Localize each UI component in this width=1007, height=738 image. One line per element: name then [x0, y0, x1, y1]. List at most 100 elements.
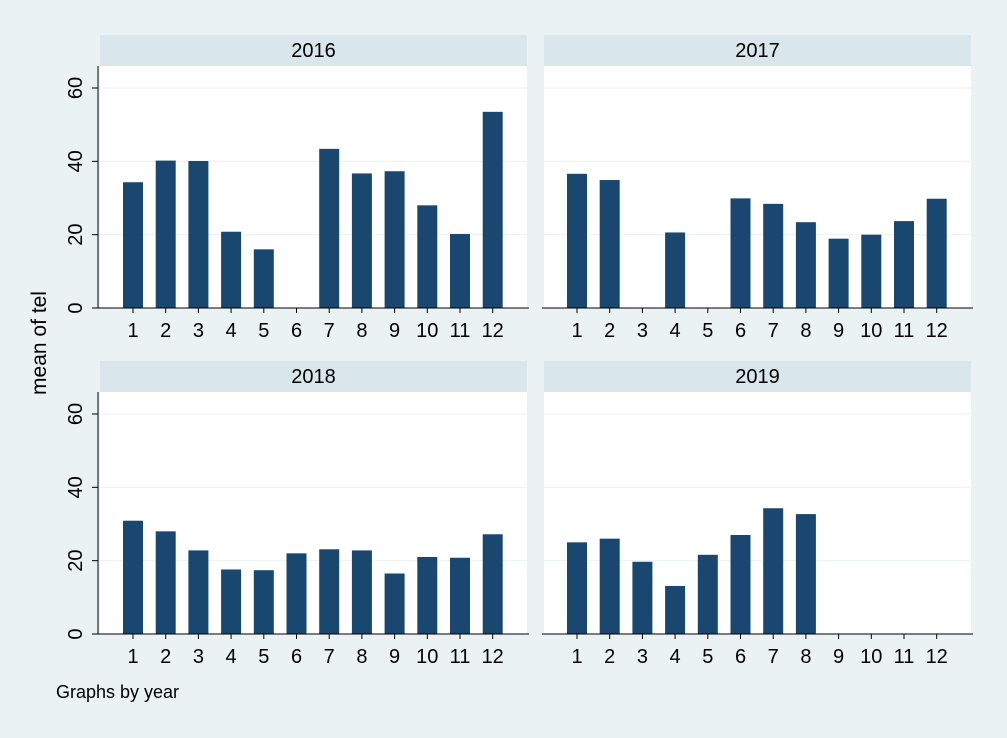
bar-2017-1 [567, 173, 587, 308]
x-tick-label-2017-8: 8 [800, 320, 811, 342]
panel-title-2019: 2019 [735, 366, 780, 388]
graph-note: Graphs by year [56, 682, 179, 702]
bar-2017-11 [894, 221, 914, 308]
bar-2019-2 [599, 538, 620, 634]
x-tick-label-2018-8: 8 [356, 646, 367, 668]
x-tick-label-2018-4: 4 [226, 646, 237, 668]
x-tick-label-2016-12: 12 [482, 320, 504, 342]
y-tick-label-2018-0: 0 [65, 628, 87, 639]
bar-2018-9 [384, 573, 405, 634]
x-tick-label-2019-10: 10 [860, 646, 882, 668]
panel-strip-2019 [544, 361, 971, 392]
bar-2017-7 [763, 203, 784, 308]
bar-2016-12 [482, 111, 503, 308]
bar-2016-4 [221, 231, 242, 308]
bar-2018-10 [417, 557, 438, 634]
y-axis-title: mean of tel [28, 291, 51, 395]
x-tick-label-2016-7: 7 [324, 320, 335, 342]
x-tick-label-2017-7: 7 [768, 320, 779, 342]
x-tick-label-2016-6: 6 [291, 320, 302, 342]
bar-2018-8 [351, 550, 372, 634]
x-tick-label-2016-3: 3 [193, 320, 204, 342]
x-tick-label-2016-2: 2 [160, 320, 171, 342]
bar-2017-8 [795, 222, 816, 308]
bar-2018-7 [319, 549, 340, 634]
x-tick-label-2018-7: 7 [324, 646, 335, 668]
y-tick-label-2016-0: 0 [65, 302, 87, 313]
x-tick-label-2018-12: 12 [482, 646, 504, 668]
bar-2016-2 [155, 160, 176, 308]
bar-2016-7 [319, 148, 340, 308]
x-tick-label-2018-6: 6 [291, 646, 302, 668]
x-tick-label-2016-5: 5 [258, 320, 269, 342]
y-tick-label-2018-60: 60 [65, 403, 87, 425]
panel-strip-2016 [100, 35, 527, 66]
y-tick-label-2018-40: 40 [65, 476, 87, 498]
bar-2018-11 [450, 557, 470, 634]
x-tick-label-2016-4: 4 [226, 320, 237, 342]
bar-2018-3 [188, 550, 209, 634]
y-tick-label-2016-40: 40 [65, 150, 87, 172]
x-tick-label-2017-9: 9 [833, 320, 844, 342]
x-tick-label-2018-11: 11 [450, 646, 471, 668]
x-tick-label-2017-4: 4 [670, 320, 681, 342]
x-tick-label-2019-1: 1 [571, 646, 582, 668]
x-tick-label-2019-6: 6 [735, 646, 746, 668]
x-tick-label-2017-6: 6 [735, 320, 746, 342]
bar-2016-5 [253, 249, 274, 308]
x-tick-label-2019-7: 7 [768, 646, 779, 668]
x-tick-label-2017-3: 3 [637, 320, 648, 342]
x-tick-label-2017-1: 1 [571, 320, 582, 342]
bar-2018-1 [123, 520, 143, 634]
y-tick-label-2018-20: 20 [65, 550, 87, 572]
bar-2017-2 [599, 180, 620, 308]
x-tick-label-2018-3: 3 [193, 646, 204, 668]
x-tick-label-2016-11: 11 [450, 320, 471, 342]
bar-2016-11 [450, 233, 470, 308]
x-tick-label-2019-2: 2 [604, 646, 615, 668]
x-tick-label-2019-4: 4 [670, 646, 681, 668]
bar-2019-6 [730, 535, 751, 634]
bar-2016-3 [188, 160, 209, 308]
bar-2018-5 [253, 570, 274, 634]
y-tick-label-2016-60: 60 [65, 77, 87, 99]
panel-title-2017: 2017 [735, 40, 780, 62]
x-tick-label-2018-9: 9 [389, 646, 400, 668]
bar-2019-4 [665, 585, 686, 634]
x-tick-label-2019-8: 8 [800, 646, 811, 668]
bar-2016-1 [123, 182, 143, 308]
x-tick-label-2019-11: 11 [894, 646, 915, 668]
bar-2019-5 [697, 554, 718, 634]
x-tick-label-2018-10: 10 [416, 646, 438, 668]
x-tick-label-2019-3: 3 [637, 646, 648, 668]
bar-2018-4 [221, 569, 242, 634]
x-tick-label-2016-8: 8 [356, 320, 367, 342]
x-tick-label-2017-2: 2 [604, 320, 615, 342]
x-tick-label-2017-10: 10 [860, 320, 882, 342]
bar-2019-8 [795, 514, 816, 634]
bar-2018-12 [482, 534, 503, 634]
y-tick-label-2016-20: 20 [65, 224, 87, 246]
panel-title-2016: 2016 [291, 40, 336, 62]
x-tick-label-2016-1: 1 [127, 320, 138, 342]
bar-2019-7 [763, 508, 784, 634]
x-tick-label-2018-1: 1 [127, 646, 138, 668]
bar-2017-9 [828, 238, 849, 308]
x-tick-label-2019-12: 12 [926, 646, 948, 668]
panel-strip-2018 [100, 361, 527, 392]
x-tick-label-2017-5: 5 [702, 320, 713, 342]
bar-2016-8 [351, 173, 372, 308]
bar-2017-10 [861, 234, 882, 308]
x-tick-label-2017-11: 11 [894, 320, 915, 342]
x-tick-label-2018-5: 5 [258, 646, 269, 668]
bar-2019-3 [632, 561, 653, 634]
x-tick-label-2018-2: 2 [160, 646, 171, 668]
x-tick-label-2016-9: 9 [389, 320, 400, 342]
panel-strip-2017 [544, 35, 971, 66]
bar-2017-12 [926, 198, 947, 308]
bar-2018-6 [286, 553, 307, 634]
x-tick-label-2017-12: 12 [926, 320, 948, 342]
bar-2019-1 [567, 542, 587, 634]
